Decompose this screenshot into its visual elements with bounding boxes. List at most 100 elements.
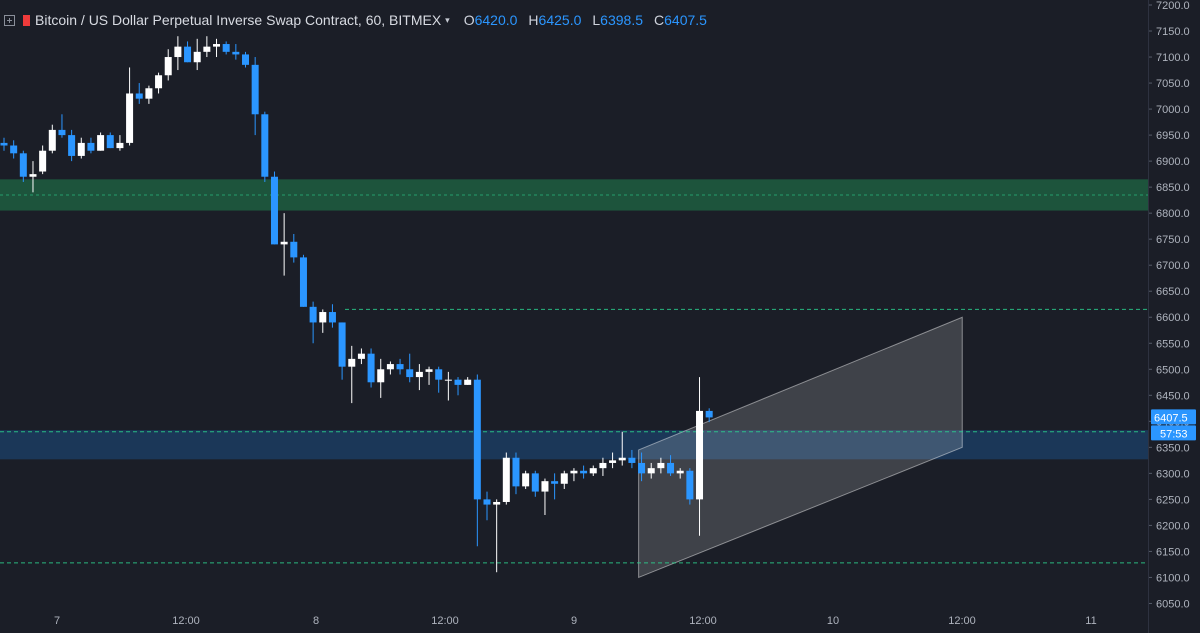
y-axis: 7200.0 7150.0 7100.0 7050.0 7000.0 6950.0 6900… <box>1148 0 1190 610</box>
candle-1 <box>10 140 18 159</box>
candle-body <box>135 93 143 99</box>
zone-0 <box>0 179 1148 211</box>
candle-48 <box>464 377 472 385</box>
candle-body <box>242 54 249 65</box>
candle-50 <box>483 491 491 521</box>
candle-52 <box>502 452 510 505</box>
candle-14 <box>135 83 143 104</box>
y-tick-label: 6750.0 <box>1156 234 1190 246</box>
candle-13 <box>126 67 134 146</box>
candle-body <box>357 353 365 359</box>
candle-body <box>676 470 684 474</box>
candle-31 <box>299 254 307 307</box>
chart-header: Bitcoin / US Dollar Perpetual Inverse Sw… <box>4 10 718 30</box>
candle-51 <box>493 499 501 573</box>
candle-body <box>628 457 636 463</box>
candle-body <box>270 176 278 245</box>
candle-21 <box>203 36 211 58</box>
candle-56 <box>541 478 549 515</box>
candle-29 <box>280 213 288 276</box>
candle-72 <box>696 377 704 536</box>
candle-body <box>531 473 539 492</box>
candle-body <box>444 379 452 381</box>
x-tick-label: 12:00 <box>689 615 717 627</box>
x-axis: 7 12:00 8 12:00 9 12:00 10 12:00 11 <box>54 615 1097 627</box>
candle-16 <box>155 72 163 94</box>
candle-37 <box>357 348 365 365</box>
candle-body <box>19 153 27 177</box>
candle-28 <box>270 171 278 245</box>
collapse-toggle-icon[interactable] <box>4 14 15 26</box>
candle-49 <box>473 374 481 547</box>
candle-body <box>483 499 491 505</box>
candle-30 <box>290 233 298 263</box>
y-tick-label: 6250.0 <box>1156 494 1190 506</box>
y-tick-label: 6350.0 <box>1156 442 1190 454</box>
y-tick-label: 6550.0 <box>1156 338 1190 350</box>
candle-45 <box>435 366 443 393</box>
candle-body <box>174 46 182 58</box>
x-tick-label: 7 <box>54 615 60 627</box>
chevron-down-icon[interactable]: ▾ <box>445 14 450 25</box>
y-tick-label: 6650.0 <box>1156 286 1190 298</box>
candle-body <box>473 379 481 500</box>
ohlc-low: L6398.5 <box>592 12 643 28</box>
candle-body <box>87 142 95 151</box>
symbol-title[interactable]: Bitcoin / US Dollar Perpetual Inverse Sw… <box>35 12 442 28</box>
candle-27 <box>261 111 269 182</box>
ohlc-open: O6420.0 <box>463 12 518 28</box>
y-tick-label: 6450.0 <box>1156 390 1190 402</box>
y-tick-label: 6500.0 <box>1156 364 1190 376</box>
candle-body <box>425 369 433 372</box>
x-tick-label: 10 <box>827 615 839 627</box>
candle-body <box>77 142 85 156</box>
candle-body <box>299 257 307 307</box>
candle-9 <box>87 137 95 154</box>
candle-body <box>328 312 336 323</box>
candle-44 <box>425 366 433 385</box>
x-tick-label: 8 <box>313 615 319 627</box>
candle-24 <box>232 44 240 60</box>
candle-body <box>696 410 704 500</box>
candle-58 <box>560 470 568 489</box>
candle-body <box>290 241 298 258</box>
candle-7 <box>68 129 76 162</box>
ohlc-close: C6407.5 <box>654 12 707 28</box>
candle-body <box>454 379 462 385</box>
y-tick-label: 6600.0 <box>1156 312 1190 324</box>
price-labels: 6407.5 57:53 <box>1151 409 1196 441</box>
candle-55 <box>531 470 539 497</box>
channel-layer <box>638 316 963 579</box>
y-tick-label: 6200.0 <box>1156 520 1190 532</box>
candle-body <box>39 150 47 172</box>
candle-36 <box>348 345 356 404</box>
candle-42 <box>406 353 414 383</box>
levels-layer <box>0 308 1148 564</box>
candle-body <box>319 312 327 323</box>
y-tick-label: 6900.0 <box>1156 156 1190 168</box>
candle-body <box>560 473 568 484</box>
candle-body <box>29 174 37 177</box>
candle-4 <box>39 145 47 175</box>
x-tick-label: 12:00 <box>948 615 976 627</box>
candle-57 <box>551 473 559 500</box>
candle-body <box>126 93 134 143</box>
candle-68 <box>657 457 665 474</box>
last-price-badge <box>1151 409 1196 425</box>
y-tick-label: 6950.0 <box>1156 130 1190 142</box>
y-tick-label: 6300.0 <box>1156 468 1190 480</box>
candle-34 <box>328 304 336 328</box>
x-tick-label: 9 <box>571 615 577 627</box>
candle-63 <box>609 452 617 469</box>
candle-body <box>348 358 356 367</box>
candle-body <box>68 135 76 156</box>
candle-3 <box>29 161 37 193</box>
candle-62 <box>599 457 607 476</box>
candle-body <box>261 114 269 177</box>
candle-body <box>309 306 317 323</box>
candle-body <box>367 353 375 383</box>
x-tick-label: 12:00 <box>172 615 200 627</box>
candle-body <box>493 501 501 505</box>
candle-23 <box>222 41 230 55</box>
